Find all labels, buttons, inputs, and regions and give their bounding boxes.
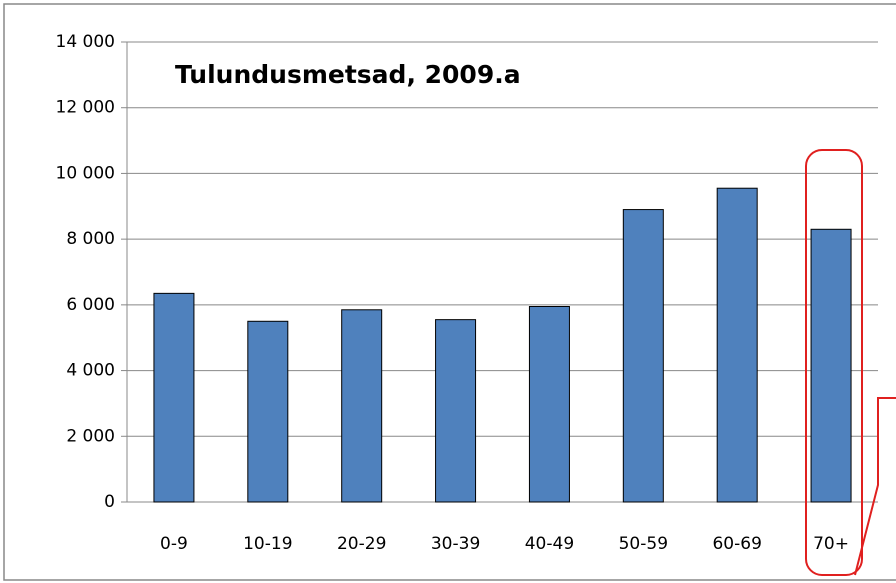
bar [622,209,664,503]
y-tick-label: 12 000 [56,98,115,118]
bar [435,319,477,503]
bar [153,292,195,503]
y-tick-label: 4 000 [66,361,115,381]
y-tick-label: 14 000 [56,32,115,52]
x-tick-label: 70+ [813,534,849,554]
y-tick-label: 6 000 [66,295,115,315]
chart-title: Tulundusmetsad, 2009.a [175,60,521,89]
callout-pointer [854,397,896,576]
y-tick-label: 8 000 [66,229,115,249]
x-tick-label: 10-19 [243,534,292,554]
bar [528,306,570,503]
y-tick-label: 2 000 [66,426,115,446]
x-tick-label: 40-49 [525,534,574,554]
y-tick-label: 0 [104,492,115,512]
bar [341,309,383,503]
x-tick-label: 50-59 [619,534,668,554]
bar [247,320,289,503]
x-tick-label: 0-9 [160,534,188,554]
bar [716,187,758,503]
highlight-box [805,149,863,576]
x-tick-label: 30-39 [431,534,480,554]
x-tick-label: 60-69 [712,534,761,554]
y-tick-label: 10 000 [56,163,115,183]
bar [810,228,852,503]
x-tick-label: 20-29 [337,534,386,554]
callout [805,149,896,576]
